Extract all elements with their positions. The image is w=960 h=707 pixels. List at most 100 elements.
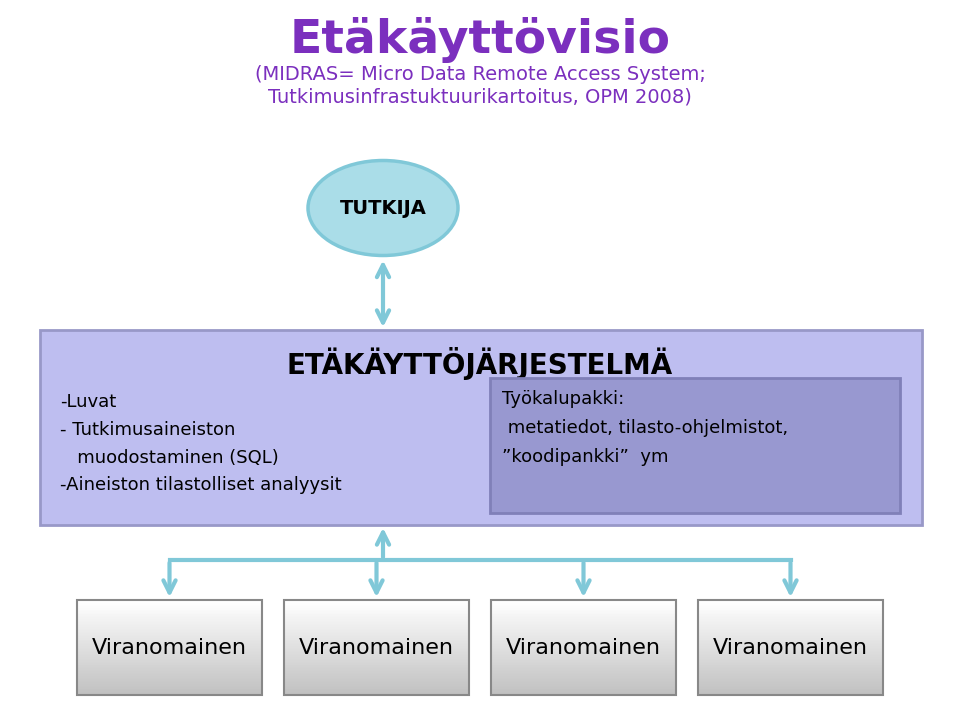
FancyBboxPatch shape — [284, 690, 469, 692]
FancyBboxPatch shape — [491, 641, 676, 643]
FancyBboxPatch shape — [77, 660, 262, 662]
FancyBboxPatch shape — [77, 627, 262, 629]
FancyBboxPatch shape — [491, 668, 676, 670]
FancyBboxPatch shape — [77, 609, 262, 612]
FancyBboxPatch shape — [284, 646, 469, 648]
FancyBboxPatch shape — [698, 650, 883, 653]
FancyBboxPatch shape — [284, 670, 469, 672]
FancyBboxPatch shape — [698, 644, 883, 646]
FancyBboxPatch shape — [491, 611, 676, 613]
FancyBboxPatch shape — [698, 654, 883, 656]
FancyBboxPatch shape — [698, 655, 883, 658]
FancyBboxPatch shape — [284, 607, 469, 609]
FancyBboxPatch shape — [490, 378, 900, 513]
FancyBboxPatch shape — [284, 649, 469, 651]
FancyBboxPatch shape — [698, 671, 883, 673]
FancyBboxPatch shape — [491, 677, 676, 679]
FancyBboxPatch shape — [284, 603, 469, 605]
Text: Tutkimusinfrastuktuurikartoitus, OPM 2008): Tutkimusinfrastuktuurikartoitus, OPM 200… — [268, 88, 692, 107]
FancyBboxPatch shape — [491, 625, 676, 627]
FancyBboxPatch shape — [77, 625, 262, 627]
FancyBboxPatch shape — [284, 665, 469, 667]
FancyBboxPatch shape — [491, 644, 676, 646]
FancyBboxPatch shape — [491, 627, 676, 629]
FancyBboxPatch shape — [698, 625, 883, 627]
Text: Viranomainen: Viranomainen — [506, 638, 661, 658]
FancyBboxPatch shape — [77, 665, 262, 667]
FancyBboxPatch shape — [77, 607, 262, 609]
FancyBboxPatch shape — [77, 622, 262, 624]
FancyBboxPatch shape — [77, 629, 262, 631]
FancyBboxPatch shape — [77, 679, 262, 682]
FancyBboxPatch shape — [284, 687, 469, 689]
FancyBboxPatch shape — [698, 687, 883, 689]
FancyBboxPatch shape — [698, 619, 883, 621]
FancyBboxPatch shape — [698, 624, 883, 626]
FancyBboxPatch shape — [77, 614, 262, 617]
FancyBboxPatch shape — [284, 613, 469, 615]
FancyBboxPatch shape — [698, 665, 883, 667]
FancyBboxPatch shape — [698, 636, 883, 638]
FancyBboxPatch shape — [698, 657, 883, 659]
FancyBboxPatch shape — [698, 648, 883, 650]
FancyBboxPatch shape — [77, 644, 262, 646]
FancyBboxPatch shape — [698, 674, 883, 677]
FancyBboxPatch shape — [698, 635, 883, 637]
FancyBboxPatch shape — [698, 694, 883, 696]
FancyBboxPatch shape — [77, 619, 262, 621]
FancyBboxPatch shape — [491, 608, 676, 610]
FancyBboxPatch shape — [698, 668, 883, 670]
FancyBboxPatch shape — [698, 607, 883, 609]
FancyBboxPatch shape — [698, 662, 883, 664]
FancyBboxPatch shape — [284, 667, 469, 669]
FancyBboxPatch shape — [284, 636, 469, 638]
FancyBboxPatch shape — [284, 633, 469, 636]
FancyBboxPatch shape — [491, 616, 676, 618]
FancyBboxPatch shape — [284, 644, 469, 646]
FancyBboxPatch shape — [698, 670, 883, 672]
FancyBboxPatch shape — [491, 631, 676, 633]
FancyBboxPatch shape — [491, 622, 676, 624]
FancyBboxPatch shape — [491, 681, 676, 683]
FancyBboxPatch shape — [491, 648, 676, 650]
FancyBboxPatch shape — [77, 692, 262, 694]
FancyBboxPatch shape — [491, 629, 676, 631]
FancyBboxPatch shape — [491, 657, 676, 659]
FancyBboxPatch shape — [77, 671, 262, 673]
FancyBboxPatch shape — [77, 648, 262, 650]
FancyBboxPatch shape — [77, 662, 262, 664]
FancyBboxPatch shape — [698, 614, 883, 617]
FancyBboxPatch shape — [284, 677, 469, 679]
FancyBboxPatch shape — [698, 660, 883, 662]
FancyBboxPatch shape — [698, 604, 883, 607]
FancyBboxPatch shape — [77, 653, 262, 655]
FancyBboxPatch shape — [491, 624, 676, 626]
FancyBboxPatch shape — [491, 665, 676, 667]
FancyBboxPatch shape — [284, 611, 469, 613]
FancyBboxPatch shape — [491, 617, 676, 619]
FancyBboxPatch shape — [284, 674, 469, 677]
FancyBboxPatch shape — [284, 654, 469, 656]
FancyBboxPatch shape — [491, 640, 676, 642]
FancyBboxPatch shape — [284, 638, 469, 640]
FancyBboxPatch shape — [77, 681, 262, 683]
FancyBboxPatch shape — [77, 690, 262, 692]
FancyBboxPatch shape — [491, 649, 676, 651]
Text: -Luvat
- Tutkimusaineiston
   muodostaminen (SQL)
-Aineiston tilastolliset analy: -Luvat - Tutkimusaineiston muodostaminen… — [60, 393, 342, 494]
FancyBboxPatch shape — [284, 614, 469, 617]
FancyBboxPatch shape — [698, 689, 883, 691]
FancyBboxPatch shape — [698, 663, 883, 665]
FancyBboxPatch shape — [698, 627, 883, 629]
FancyBboxPatch shape — [77, 604, 262, 607]
FancyBboxPatch shape — [284, 692, 469, 694]
FancyBboxPatch shape — [698, 633, 883, 636]
FancyBboxPatch shape — [491, 674, 676, 677]
FancyBboxPatch shape — [284, 635, 469, 637]
FancyBboxPatch shape — [77, 630, 262, 632]
FancyBboxPatch shape — [698, 613, 883, 615]
FancyBboxPatch shape — [491, 660, 676, 662]
FancyBboxPatch shape — [77, 673, 262, 675]
FancyBboxPatch shape — [77, 613, 262, 615]
FancyBboxPatch shape — [284, 671, 469, 673]
FancyBboxPatch shape — [77, 611, 262, 613]
